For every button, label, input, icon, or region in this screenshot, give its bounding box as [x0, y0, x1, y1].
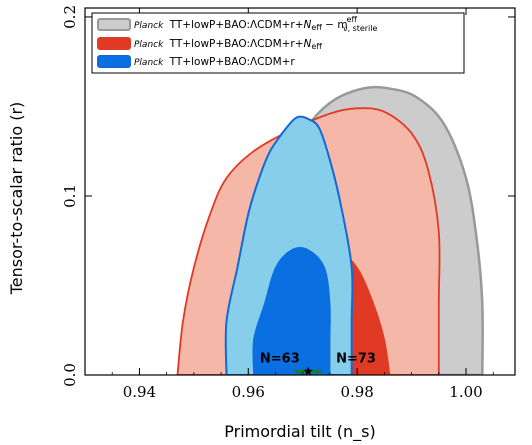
y-tick-label-0: 0.0	[61, 363, 79, 387]
legend-swatch-blue	[97, 55, 131, 68]
legend-entry-gray: Planck TT+lowP+BAO:ΛCDM+r+Neff − meff ν, …	[134, 15, 378, 33]
x-tick-label-0: 0.94	[123, 383, 156, 401]
y-axis-ticks	[85, 16, 515, 376]
series-blue-contour-68	[252, 246, 331, 375]
x-tick-label-3: 1.00	[449, 383, 482, 401]
annotation-n73: N=73	[336, 351, 376, 366]
y-tick-label-2: 0.2	[61, 5, 79, 29]
legend-entry-red: Planck TT+lowP+BAO:ΛCDM+r+Neff	[134, 38, 322, 51]
legend-swatch-red	[97, 37, 131, 50]
legend-swatch-gray	[97, 18, 131, 31]
legend: Planck TT+lowP+BAO:ΛCDM+r+Neff − meff ν, …	[91, 12, 465, 74]
series-blue-group	[224, 115, 354, 375]
x-tick-label-1: 0.96	[232, 383, 265, 401]
plot-area	[176, 85, 484, 375]
y-axis-title: Tensor-to-scalar ratio (r)	[7, 102, 26, 296]
plot-frame	[84, 7, 516, 376]
y-tick-label-1: 0.1	[61, 184, 79, 208]
annotation-n63: N=63	[260, 351, 300, 366]
legend-entry-blue: Planck TT+lowP+BAO:ΛCDM+r	[134, 56, 295, 68]
marker-star-icon	[303, 366, 313, 375]
x-axis-title: Primordial tilt (n_s)	[224, 422, 375, 442]
legend-box	[91, 12, 465, 74]
x-tick-label-2: 0.98	[340, 383, 373, 401]
